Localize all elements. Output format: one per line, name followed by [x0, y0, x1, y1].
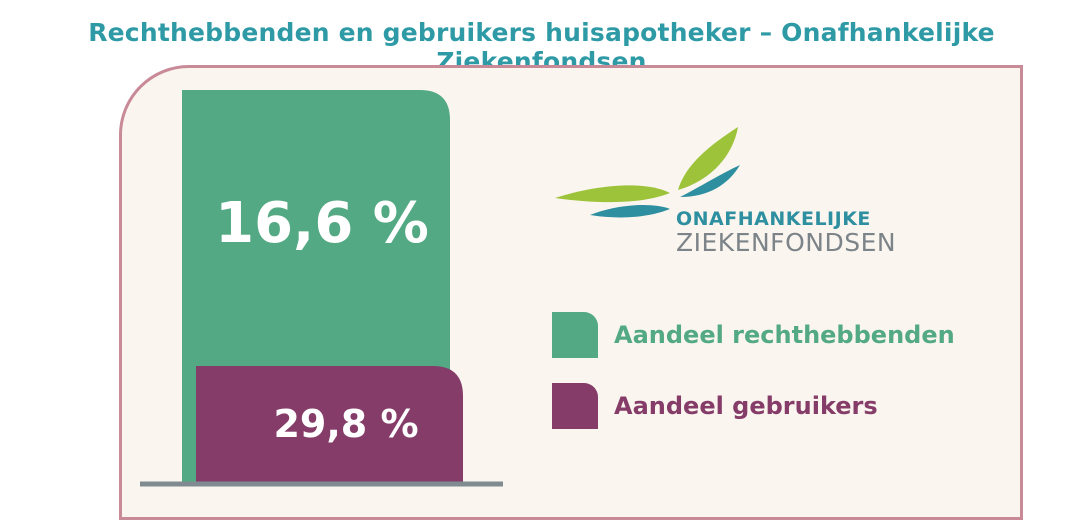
data-label-gebruikers: 29,8 %	[273, 402, 418, 446]
bar-gebruikers	[196, 366, 463, 484]
legend-swatch-rechthebbenden	[552, 312, 598, 358]
logo-leaf-blue-right-icon	[680, 165, 740, 197]
onafhankelijke-ziekenfondsen-logo	[555, 127, 740, 218]
logo-leaf-blue-left-icon	[590, 205, 670, 218]
legend-item-rechthebbenden: Aandeel rechthebbenden	[552, 312, 955, 358]
logo-leaf-green-right-icon	[678, 127, 738, 190]
legend-label-rechthebbenden: Aandeel rechthebbenden	[614, 321, 955, 349]
logo-text-line2: ZIEKENFONDSEN	[676, 228, 897, 257]
data-label-rechthebbenden: 16,6 %	[215, 191, 429, 256]
legend-item-gebruikers: Aandeel gebruikers	[552, 383, 878, 429]
logo-leaf-green-left-icon	[555, 185, 670, 203]
legend-swatch-gebruikers	[552, 383, 598, 429]
legend-label-gebruikers: Aandeel gebruikers	[614, 392, 878, 420]
logo-text-line1: ONAFHANKELIJKE	[676, 208, 871, 230]
chart-title: Rechthebbenden en gebruikers huisapothek…	[88, 18, 995, 76]
